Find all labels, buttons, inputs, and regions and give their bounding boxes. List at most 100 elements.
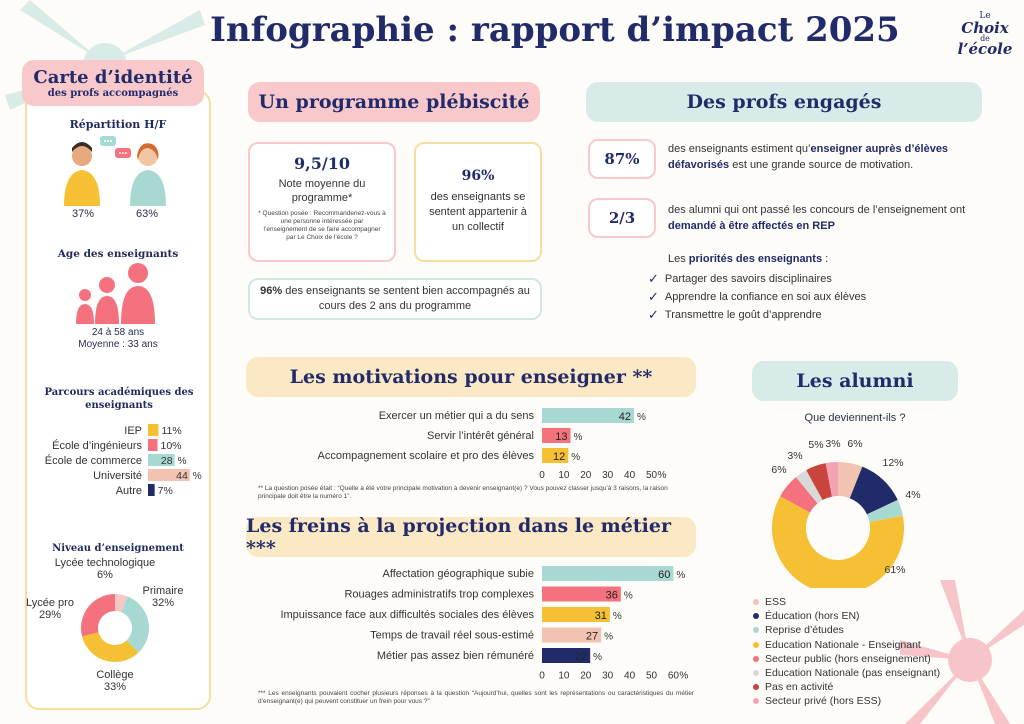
logo-line1: Le <box>979 11 991 21</box>
level-label: 29% <box>39 609 61 621</box>
acad-bar <box>148 469 190 481</box>
level-label: Primaire <box>143 585 184 597</box>
legend-label: Reprise d’études <box>765 624 844 637</box>
alumni-subtitle: Que deviennent-ils ? <box>804 412 906 424</box>
acad-title: Parcours académiques des enseignants <box>44 387 194 411</box>
motiv-label: Exercer un métier qui a du sens <box>379 410 535 422</box>
frein-tick-unit: % <box>679 671 688 682</box>
motiv-label: Accompagnement scolaire et pro des élève… <box>318 450 535 462</box>
legend-dot <box>753 698 759 705</box>
frein-tick: 60 <box>668 671 680 682</box>
legend-dot <box>753 599 759 605</box>
engages-title: Des profs engagés <box>586 82 982 122</box>
frein-unit: % <box>604 632 613 643</box>
level-title: Niveau d’enseignement <box>52 543 184 554</box>
accompagnes-value: 96% <box>260 285 283 297</box>
level-slice <box>81 594 115 637</box>
age-title: Age des enseignants <box>57 248 179 260</box>
stat-23-pre: des alumni qui ont passé les concours de… <box>668 204 966 216</box>
acad-label: École d’ingénieurs <box>52 439 142 452</box>
motiv-label: Servir l’intérêt général <box>427 430 534 442</box>
prio-pre: Les <box>668 253 689 265</box>
level-slice <box>121 596 149 653</box>
alumni-value: 5% <box>808 439 823 451</box>
stat-87-pre: des enseignants estiment qu’ <box>668 143 811 155</box>
level-label: 32% <box>152 597 174 609</box>
acad-label: Université <box>93 470 142 482</box>
frein-bar <box>542 607 610 622</box>
alumni-slice <box>780 477 818 513</box>
legend-label: Secteur public (hors enseignement) <box>765 652 931 665</box>
priorities-heading: Les priorités des enseignants : <box>668 253 828 265</box>
frein-unit: % <box>624 591 633 602</box>
frein-bar <box>542 627 602 643</box>
frein-value: 60 <box>658 569 670 581</box>
frein-tick: 20 <box>580 671 592 682</box>
priority-item: ✓ Apprendre la confiance en soi aux élève… <box>648 288 866 306</box>
legend-dot <box>753 627 759 634</box>
frein-value: 36 <box>606 590 618 602</box>
motiv-tick: 40 <box>624 470 636 481</box>
priority-label: Partager des savoirs disciplinaires <box>664 273 832 285</box>
acad-bar <box>148 454 175 466</box>
motiv-tick: 0 <box>539 470 545 481</box>
motiv-unit: % <box>571 452 580 463</box>
legend-label: ESS <box>765 596 787 608</box>
stat-87-box: 87% <box>588 139 656 179</box>
level-label: 33% <box>104 681 126 693</box>
alumni-value: 3% <box>787 450 802 462</box>
frein-bar <box>542 648 591 663</box>
check-icon: ✓ <box>648 289 659 304</box>
legend-label: Secteur privé (hors ESS) <box>765 695 882 708</box>
alumni-legend-item: Secteur public (hors enseignement) <box>753 653 931 665</box>
acad-value: 10% <box>161 440 182 452</box>
motiv-value: 13 <box>555 431 567 443</box>
legend-label: Éducation (hors EN) <box>765 610 860 623</box>
legend-label: Education Nationale (pas enseignant) <box>765 667 941 679</box>
frein-value: 22 <box>575 651 587 663</box>
age-range: 24 à 58 ans <box>91 327 145 338</box>
acad-label: Autre <box>116 485 142 497</box>
alumni-legend-item: Secteur privé (hors ESS) <box>753 695 881 707</box>
alumni-legend-item: Education Nationale - Enseignant <box>753 639 921 651</box>
motiv-bar <box>542 408 634 423</box>
frein-bar <box>542 566 674 581</box>
rating-label: Note moyenne du programme* <box>278 178 366 205</box>
stat-87-post: est une grande source de motivation. <box>729 158 914 171</box>
check-icon: ✓ <box>648 307 659 322</box>
logo: Le Choix de l’école <box>955 12 1015 57</box>
motiv-unit: % <box>637 412 646 423</box>
frein-value: 27 <box>586 631 598 643</box>
legend-dot <box>753 613 759 620</box>
programme-title: Un programme plébiscité <box>248 82 540 122</box>
motiv-value: 12 <box>553 451 565 463</box>
frein-bar <box>542 586 621 602</box>
alumni-legend: ESS Éducation (hors EN) Reprise d’études Ed… <box>753 596 983 716</box>
alumni-value: 12% <box>882 457 903 469</box>
legend-label: Pas en activité <box>765 681 834 694</box>
acad-label: IEP <box>124 425 142 437</box>
acad-bar <box>148 439 158 451</box>
prio-bold: priorités des enseignants <box>688 253 823 265</box>
acad-value: 7% <box>158 485 173 497</box>
frein-label: Impuissance face aux difficultés sociale… <box>280 609 534 621</box>
rating-value: 9,5/10 <box>294 154 350 173</box>
legend-label: Education Nationale - Enseignant <box>765 638 921 651</box>
frein-tick: 50 <box>646 671 658 682</box>
programme-card-collectif: 96% des enseignants se sentent apparteni… <box>414 142 542 262</box>
acad-value: 28 <box>161 455 173 467</box>
stat-87-text: des enseignants estiment qu’enseigner au… <box>668 142 988 174</box>
frein-tick: 40 <box>624 671 636 682</box>
stat-23-text: des alumni qui ont passé les concours de… <box>668 203 988 235</box>
gender-title: Répartition H/F <box>69 118 167 131</box>
alumni-value: 6% <box>847 438 862 450</box>
motiv-tick-unit: % <box>658 470 667 481</box>
priority-item: ✓ Partager des savoirs disciplinaires <box>648 270 866 288</box>
alumni-value: 61% <box>884 564 905 576</box>
rating-note: * Question posée : Recommanderiez-vous à… <box>258 209 386 241</box>
programme-card-accompagnes: 96% des enseignants se sentent bien acco… <box>248 278 542 320</box>
legend-dot <box>753 655 759 662</box>
frein-tick: 10 <box>558 671 570 682</box>
frein-tick: 30 <box>602 671 614 682</box>
